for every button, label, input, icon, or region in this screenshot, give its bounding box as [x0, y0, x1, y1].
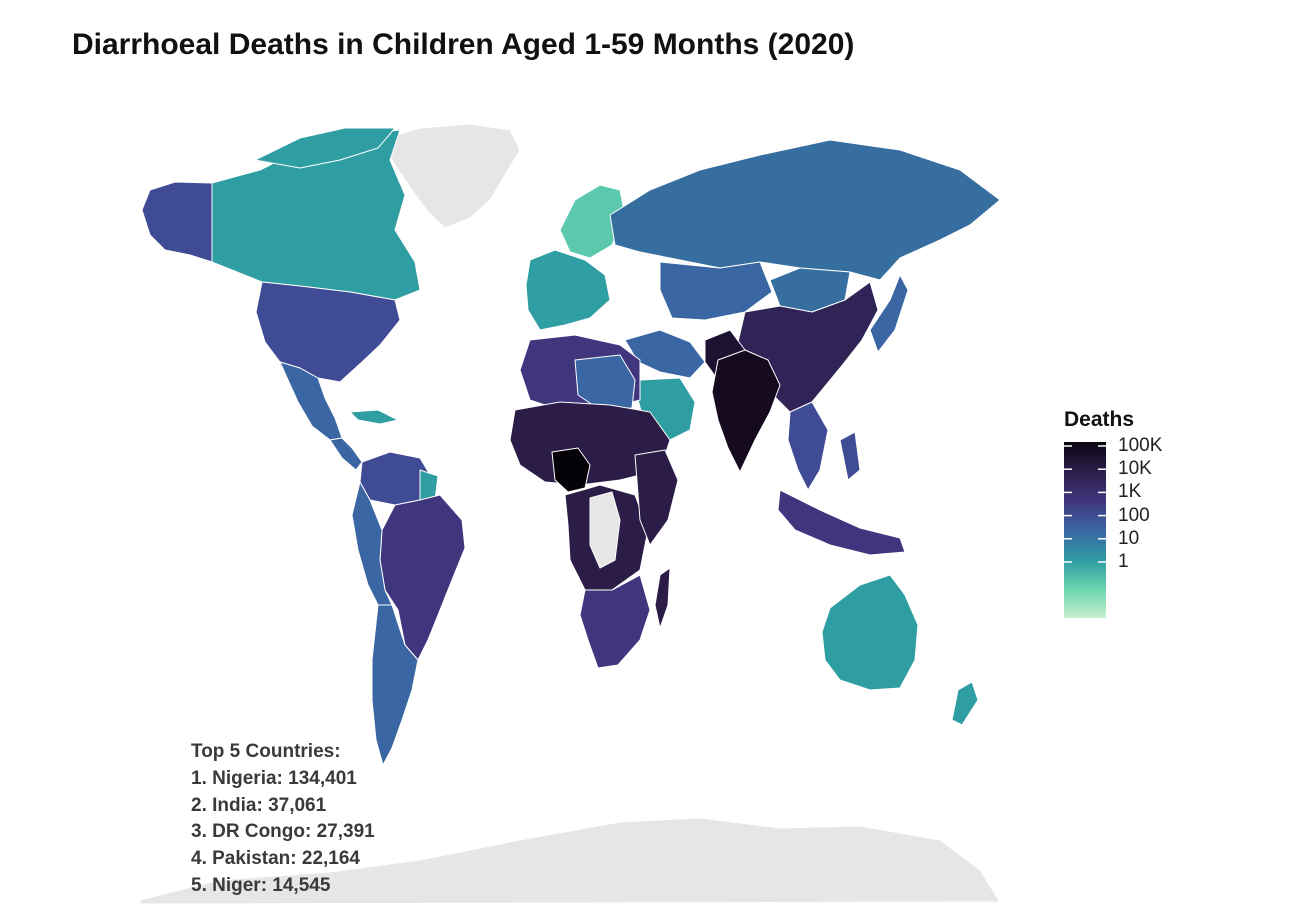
annotation-line-5: 5. Niger: 14,545: [191, 874, 331, 896]
legend-tick-label: 100K: [1118, 435, 1163, 456]
region-greenland: [379, 123, 521, 229]
region-antarctica: [139, 817, 1001, 905]
annotation-line-4: 4. Pakistan: 22,164: [191, 848, 360, 870]
legend-tick-label: 1: [1118, 551, 1129, 572]
region-indonesia: [777, 489, 906, 556]
chart-title: Diarrhoeal Deaths in Children Aged 1-59 …: [72, 28, 855, 61]
region-alaska: [141, 181, 213, 263]
region-japan: [869, 274, 909, 353]
region-new-zealand: [951, 681, 979, 726]
region-southeast-asia: [787, 401, 829, 491]
region-east-africa: [634, 449, 679, 546]
legend-tick-label: 10: [1118, 527, 1140, 549]
legend-colorbar: [1064, 442, 1106, 618]
legend-tick-label: 10K: [1118, 458, 1152, 480]
annotation-line-3: 3. DR Congo: 27,391: [191, 821, 375, 843]
region-australia: [821, 574, 919, 691]
legend-tick-label: 100: [1118, 504, 1150, 526]
region-central-america: [329, 437, 363, 471]
region-caribbean: [349, 409, 399, 425]
region-africa-nodata: [589, 491, 621, 569]
annotation-heading: Top 5 Countries:: [191, 741, 341, 762]
region-philippines: [839, 431, 861, 481]
region-arctic-islands: [254, 127, 396, 169]
region-madagascar: [654, 567, 671, 629]
region-guianas: [419, 469, 439, 501]
annotation-line-1: 1. Nigeria: 134,401: [191, 767, 357, 789]
color-legend: Deaths 100K 10K 1K 100 10 1: [1064, 408, 1204, 628]
region-middle-east: [624, 329, 706, 379]
region-india: [711, 349, 781, 473]
region-southern-africa: [579, 574, 651, 669]
region-russia: [609, 139, 1001, 281]
region-europe-west: [525, 249, 611, 331]
legend-title: Deaths: [1064, 408, 1135, 431]
region-southern-cone: [371, 604, 419, 766]
region-usa: [255, 281, 401, 383]
legend-tick-label: 1K: [1118, 481, 1142, 503]
region-nigeria: [551, 447, 591, 493]
region-egypt: [574, 354, 636, 411]
annotation-line-2: 2. India: 37,061: [191, 794, 327, 816]
top-countries-annotation: Top 5 Countries: 1. Nigeria: 134,401 2. …: [191, 739, 375, 900]
